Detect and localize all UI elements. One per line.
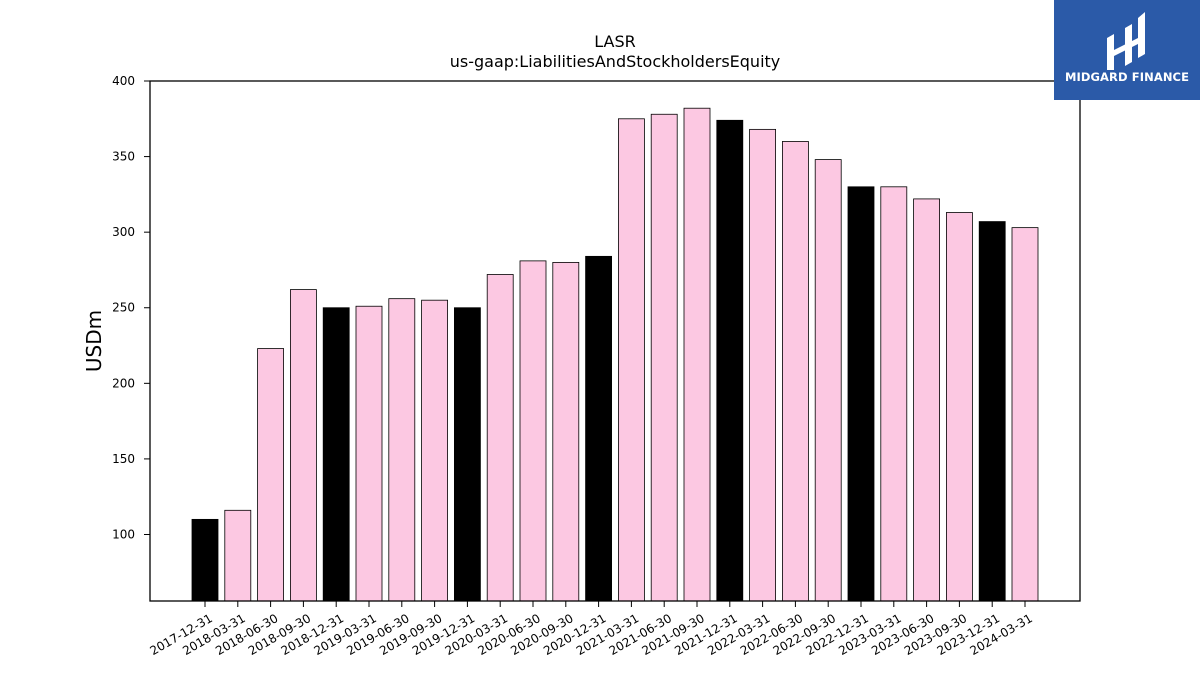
bar-2022-12-31 [847,186,875,602]
bar-2021-12-31 [716,119,744,602]
bar-2021-06-30 [650,113,678,602]
bar-2024-03-31 [1011,227,1039,602]
bar-2020-03-31 [486,274,514,602]
x-axis: 2017-12-312018-03-312018-06-302018-09-30… [147,601,1035,658]
logo-text: MIDGARD FINANCE [1064,70,1190,84]
bar-2019-09-30 [421,299,449,602]
y-tick-label: 200 [112,376,135,390]
bar-2022-06-30 [782,141,809,602]
bar-2022-09-30 [814,159,842,602]
bar-2023-09-30 [946,212,973,602]
y-axis-label: USDm [82,310,106,372]
y-tick-label: 250 [112,301,135,315]
chart-title: LASR [594,32,636,51]
bar-2018-09-30 [289,289,317,602]
bar-2020-12-31 [585,255,612,602]
bar-2021-09-30 [683,107,711,602]
y-axis: 100 150 200 250 300 350 400 [112,74,150,541]
bars-group [191,107,1039,602]
bar-2018-06-30 [257,348,285,602]
bar-2019-03-31 [355,305,383,602]
y-tick-label: 150 [112,452,135,466]
bar-2020-06-30 [519,260,547,602]
bar-2019-06-30 [388,298,416,602]
bar-2019-12-31 [453,307,481,602]
y-tick-label: 100 [112,527,135,541]
brand-logo: MIDGARD FINANCE [1054,0,1200,100]
bar-2018-03-31 [224,509,252,602]
bar-2022-03-31 [749,128,776,602]
y-tick-label: 300 [112,225,135,239]
bar-2021-03-31 [618,118,645,602]
chart-subtitle: us-gaap:LiabilitiesAndStockholdersEquity [449,52,781,71]
bar-2018-12-31 [322,307,350,602]
bar-2020-09-30 [552,261,580,602]
bar-2023-12-31 [978,221,1006,602]
logo-mark-icon [1107,12,1145,70]
bar-2017-12-31 [191,518,219,602]
bar-2023-06-30 [913,198,940,602]
y-tick-label: 400 [112,74,135,88]
bar-2023-03-31 [880,186,908,602]
plot-frame [149,80,1081,602]
y-tick-label: 350 [112,150,135,164]
